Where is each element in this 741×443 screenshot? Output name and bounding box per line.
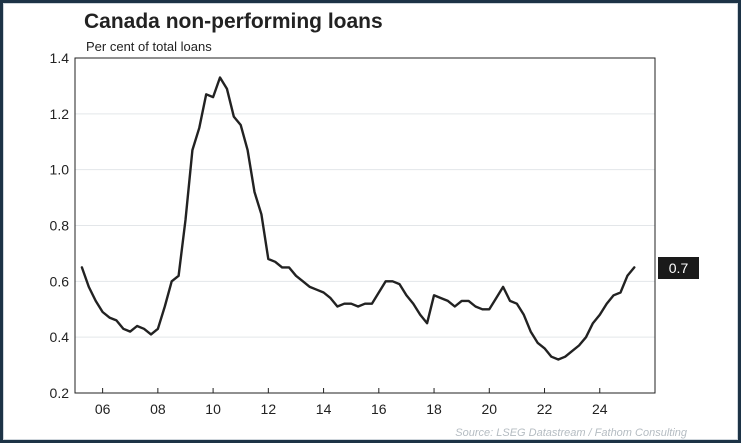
- y-tick-label: 0.8: [50, 218, 70, 234]
- x-tick-label: 18: [426, 401, 442, 417]
- x-tick-label: 16: [371, 401, 387, 417]
- chart-frame: Canada non-performing loans Per cent of …: [3, 3, 738, 440]
- x-tick-label: 24: [592, 401, 608, 417]
- y-tick-label: 1.2: [50, 106, 70, 122]
- y-tick-label: 0.6: [50, 273, 70, 289]
- x-tick-label: 14: [316, 401, 332, 417]
- last-value-box: [658, 257, 699, 279]
- y-tick-label: 0.2: [50, 385, 70, 401]
- x-tick-label: 10: [205, 401, 221, 417]
- last-value-label: 0.7: [669, 260, 689, 276]
- y-tick-label: 1.0: [50, 162, 70, 178]
- x-tick-label: 20: [481, 401, 497, 417]
- chart-title: Canada non-performing loans: [84, 10, 383, 33]
- plot-frame: [74, 57, 656, 394]
- y-tick-label: 1.4: [50, 50, 70, 66]
- npl-series-line: [80, 76, 636, 361]
- chart-source: Source: LSEG Datastream / Fathom Consult…: [455, 427, 687, 439]
- x-tick-label: 06: [95, 401, 111, 417]
- x-tick-label: 08: [150, 401, 166, 417]
- x-tick-label: 22: [537, 401, 553, 417]
- chart-subtitle: Per cent of total loans: [86, 39, 212, 54]
- y-tick-label: 0.4: [50, 329, 70, 345]
- x-tick-label: 12: [261, 401, 277, 417]
